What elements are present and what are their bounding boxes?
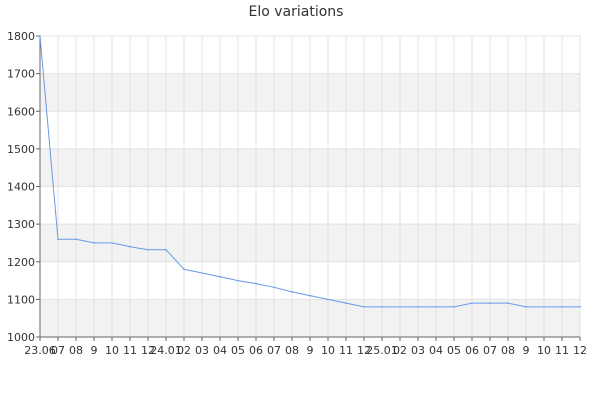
x-tick-label: 10 [537,344,551,357]
y-tick-label: 1300 [7,218,35,231]
x-tick-label: 06 [249,344,263,357]
x-tick-label: 05 [231,344,245,357]
data-point [183,268,185,271]
data-point [381,306,383,308]
x-tick-label: 9 [91,344,98,357]
x-tick-label: 11 [555,344,569,357]
data-point [471,302,473,304]
data-point [93,242,95,244]
data-point [399,306,401,308]
x-tick-label: 9 [307,344,314,357]
x-tick-label: 06 [465,344,479,357]
x-tick-label: 9 [523,344,530,357]
x-tick-label: 24.01 [150,344,182,357]
x-tick-label: 03 [195,344,209,357]
data-point [165,248,167,251]
data-point [417,306,419,308]
data-point [345,302,347,304]
data-point [327,298,329,301]
data-point [525,306,527,308]
x-tick-label: 08 [69,344,83,357]
x-tick-label: 10 [321,344,335,357]
x-tick-label: 10 [105,344,119,357]
series-layer [39,35,581,308]
x-tick-label: 12 [141,344,155,357]
y-tick-label: 1100 [7,293,35,306]
data-point [489,302,491,304]
x-tick-label: 05 [447,344,461,357]
y-tick-label: 1700 [7,68,35,81]
data-point [453,306,455,308]
y-tick-label: 1500 [7,143,35,156]
x-tick-label: 07 [267,344,281,357]
x-tick-label: 07 [51,344,65,357]
x-tick-label: 08 [501,344,515,357]
y-tick-label: 1600 [7,105,35,118]
y-tick-label: 1000 [7,331,35,344]
y-axis-ticks: 1000 1100 1200 1300 1400 1500 1600 1700 1800 [7,30,40,344]
x-tick-label: 08 [285,344,299,357]
x-tick-label: 11 [339,344,353,357]
y-tick-label: 1200 [7,256,35,269]
data-point [39,35,41,37]
data-point [147,248,149,251]
data-point [291,291,293,293]
data-point [507,302,509,304]
x-tick-label: 23.06 [24,344,56,357]
data-point [237,279,239,282]
x-tick-label: 04 [429,344,443,357]
data-point [363,306,365,308]
x-tick-label: 12 [573,344,587,357]
data-point [309,294,311,297]
x-tick-label: 03 [411,344,425,357]
data-point [255,282,257,285]
data-point [579,306,581,308]
y-tick-label: 1400 [7,181,35,194]
x-tick-label: 02 [177,344,191,357]
data-point [435,306,437,308]
data-point [75,238,77,240]
data-point [561,306,563,308]
x-tick-label: 07 [483,344,497,357]
data-point [201,272,203,274]
data-point [273,286,275,289]
x-tick-label: 04 [213,344,227,357]
data-point [543,306,545,308]
data-point [57,238,59,240]
x-tick-label: 12 [357,344,371,357]
x-tick-label: 02 [393,344,407,357]
chart-title: Elo variations [249,4,344,20]
data-point [111,242,113,244]
data-point [129,245,131,248]
x-tick-label: 25.01 [366,344,398,357]
x-tick-label: 11 [123,344,137,357]
data-point [219,276,221,278]
y-tick-label: 1800 [7,30,35,43]
